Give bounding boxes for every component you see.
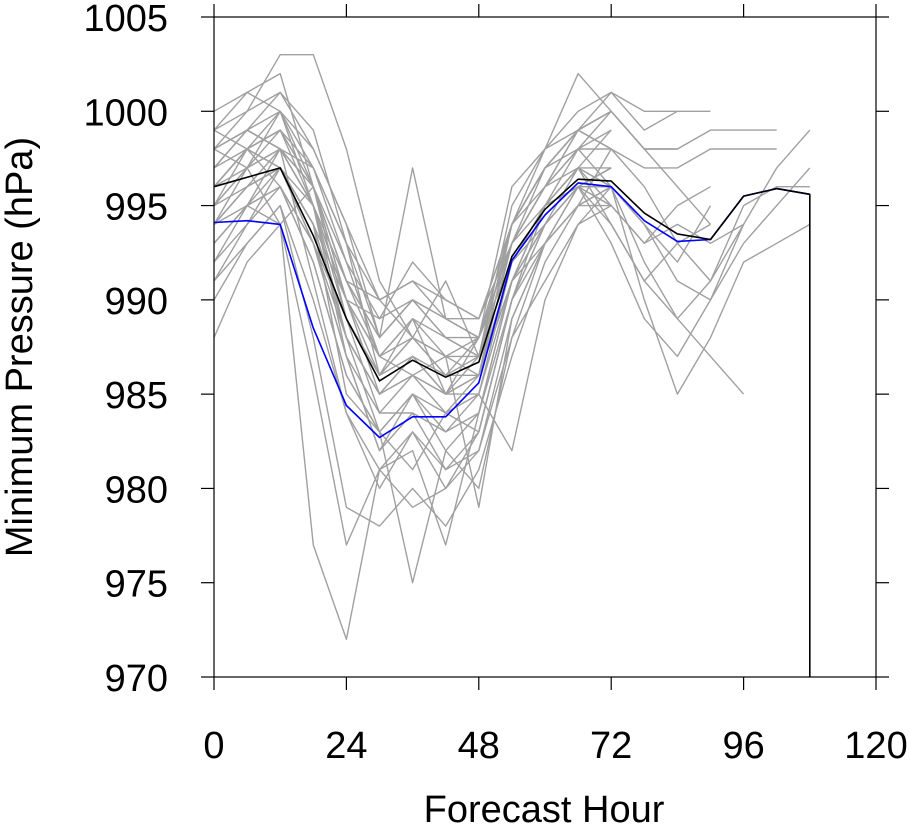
ensemble-member-line (213, 204, 612, 640)
y-tick-label: 980 (105, 469, 168, 511)
y-tick-label: 970 (105, 658, 168, 700)
x-tick-label: 24 (325, 725, 367, 767)
plot-frame (213, 16, 877, 678)
tick-labels: 0 24 48 72 96 120 970 975 980 985 990 995 1000 1005 (83, 0, 907, 767)
y-tick-label: 985 (105, 375, 168, 417)
ensemble-member-line (213, 185, 612, 395)
ensemble-member-line (213, 54, 612, 376)
y-tick-label: 1000 (83, 92, 168, 134)
x-tick-label: 120 (844, 725, 907, 767)
ensemble-member-line (213, 91, 712, 320)
x-tick-label: 0 (203, 725, 224, 767)
ensemble-member-line (213, 167, 711, 395)
ensemble-member-line (213, 129, 777, 395)
tick-marks (201, 4, 889, 690)
y-tick-label: 995 (105, 187, 168, 229)
x-tick-label: 48 (458, 725, 500, 767)
ensemble-member-line (213, 185, 612, 546)
ensemble-member-line (213, 129, 712, 339)
ensemble-member-line (213, 167, 744, 358)
y-axis-title: Minimum Pressure (hPa) (0, 137, 41, 557)
ensemble-mean-line (213, 167, 811, 677)
ensemble-member-line (213, 185, 612, 471)
x-tick-label: 72 (590, 725, 632, 767)
series-layer (213, 54, 811, 677)
y-tick-label: 990 (105, 281, 168, 323)
y-tick-label: 1005 (83, 0, 168, 40)
ensemble-member-line (213, 186, 612, 527)
ensemble-member-line (213, 91, 612, 452)
x-axis-title: Forecast Hour (424, 789, 665, 827)
ensemble-member-line (213, 129, 810, 339)
y-tick-label: 975 (105, 564, 168, 606)
x-tick-label: 96 (722, 725, 764, 767)
